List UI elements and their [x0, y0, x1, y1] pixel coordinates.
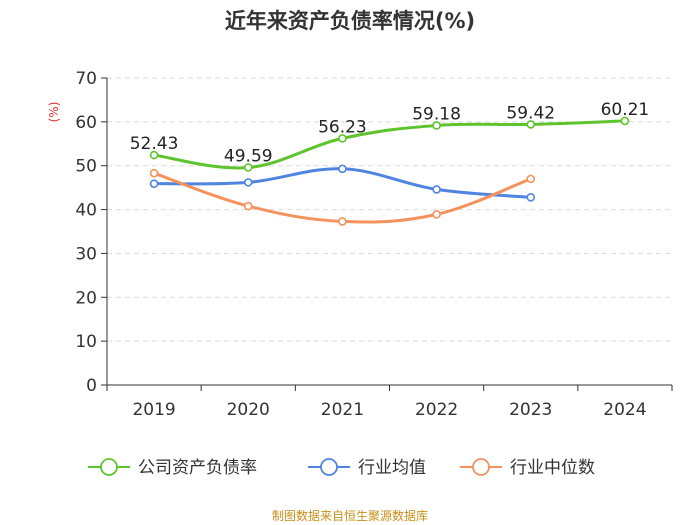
data-label: 60.21 — [601, 100, 650, 120]
x-tick-label: 2024 — [603, 400, 646, 420]
data-point[interactable] — [432, 121, 441, 130]
chart-title: 近年来资产负债率情况(%) — [225, 9, 475, 33]
y-tick-label: 70 — [75, 69, 97, 89]
y-tick-label: 10 — [75, 332, 97, 352]
legend-label: 行业均值 — [358, 458, 426, 478]
data-point[interactable] — [526, 192, 536, 202]
data-point[interactable] — [526, 174, 536, 184]
x-tick-label: 2020 — [227, 400, 270, 420]
data-point[interactable] — [243, 178, 253, 187]
grid-lines — [107, 77, 672, 342]
data-label: 59.18 — [412, 104, 461, 124]
legend-item-2[interactable]: 行业中位数 — [460, 458, 595, 478]
legend-label: 公司资产负债率 — [138, 458, 257, 478]
data-label: 52.43 — [130, 134, 179, 154]
series-lines — [149, 116, 630, 226]
x-tick-label: 2023 — [509, 400, 552, 420]
y-axis-unit: (%) — [47, 102, 61, 123]
legend-label: 行业中位数 — [510, 458, 595, 478]
data-point[interactable] — [338, 217, 347, 226]
data-point[interactable] — [243, 201, 253, 211]
y-tick-label: 40 — [75, 201, 97, 221]
axes: 0 10 20 30 40 50 60 70 2019 2020 2021 2022 2023 2024 — [75, 69, 673, 420]
data-label: 49.59 — [224, 147, 273, 167]
x-tick-label: 2019 — [132, 400, 175, 420]
data-point[interactable] — [149, 179, 159, 188]
y-tick-label: 20 — [75, 288, 97, 308]
y-tick-label: 30 — [75, 244, 97, 264]
y-tick-label: 60 — [75, 113, 97, 133]
x-tick-label: 2022 — [415, 400, 458, 420]
series-line-2 — [153, 171, 532, 224]
data-point[interactable] — [338, 134, 347, 143]
data-point[interactable] — [149, 150, 159, 160]
y-tick-label: 50 — [75, 157, 97, 177]
data-point[interactable] — [149, 168, 159, 178]
data-label: 59.42 — [506, 103, 555, 123]
legend-swatch-marker — [320, 458, 338, 476]
legend-swatch-marker — [472, 458, 490, 476]
legend-item-0[interactable]: 公司资产负债率 — [88, 458, 257, 478]
legend-item-1[interactable]: 行业均值 — [308, 458, 426, 478]
data-point[interactable] — [526, 120, 536, 129]
legend-swatch-marker — [100, 458, 118, 476]
data-source: 制图数据来自恒生聚源数据库 — [272, 508, 428, 523]
data-label: 56.23 — [318, 117, 367, 137]
series-line-0 — [153, 119, 625, 170]
x-tick-label: 2021 — [321, 400, 364, 420]
legend[interactable]: 公司资产负债率 行业均值 行业中位数 — [88, 458, 595, 478]
data-point[interactable] — [243, 163, 253, 172]
data-point[interactable] — [620, 116, 630, 126]
data-point[interactable] — [338, 164, 347, 174]
y-tick-label: 0 — [86, 376, 97, 396]
data-point[interactable] — [432, 185, 441, 194]
data-point[interactable] — [432, 210, 441, 219]
data-labels: 52.43 49.59 56.23 59.18 59.42 60.21 — [130, 100, 650, 167]
